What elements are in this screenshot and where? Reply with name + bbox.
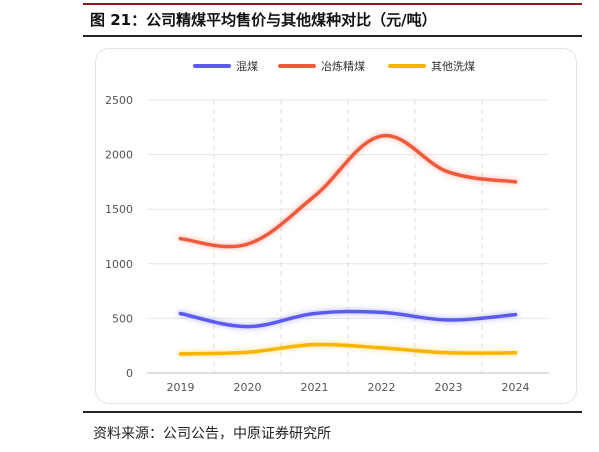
axis-layer: 0 500 1000 1500 2000 2500 2019 2020 2021 2022 2023… xyxy=(105,94,530,394)
legend-label: 混煤 xyxy=(236,60,258,73)
grid-layer xyxy=(147,99,549,374)
series-line-3 xyxy=(178,342,518,356)
bottom-rule xyxy=(83,411,582,413)
y-tick-label: 1500 xyxy=(105,203,133,216)
x-tick-label: 2021 xyxy=(301,381,329,394)
legend-label: 其他洗煤 xyxy=(431,60,475,73)
top-rule xyxy=(83,3,582,5)
x-tick-label: 2022 xyxy=(368,381,396,394)
y-tick-label: 1000 xyxy=(105,258,133,271)
series-line-2 xyxy=(178,134,518,249)
title-rule xyxy=(83,35,582,37)
y-tick-label: 0 xyxy=(126,367,133,380)
y-tick-label: 2000 xyxy=(105,149,133,162)
series-layer xyxy=(177,132,519,358)
y-tick-label: 2500 xyxy=(105,94,133,107)
y-tick-label: 500 xyxy=(112,312,133,325)
x-tick-label: 2020 xyxy=(234,381,262,394)
source-note: 资料来源：公司公告，中原证券研究所 xyxy=(93,426,331,442)
figure-title: 图 21：公司精煤平均售价与其他煤种对比（元/吨） xyxy=(90,11,437,29)
legend-label: 冶炼精煤 xyxy=(321,59,365,73)
x-tick-label: 2023 xyxy=(435,381,463,394)
x-tick-label: 2019 xyxy=(167,381,195,394)
series-line-1 xyxy=(178,309,518,329)
legend: 混煤 冶炼精煤 其他洗煤 xyxy=(193,59,475,73)
x-tick-label: 2024 xyxy=(502,381,530,394)
